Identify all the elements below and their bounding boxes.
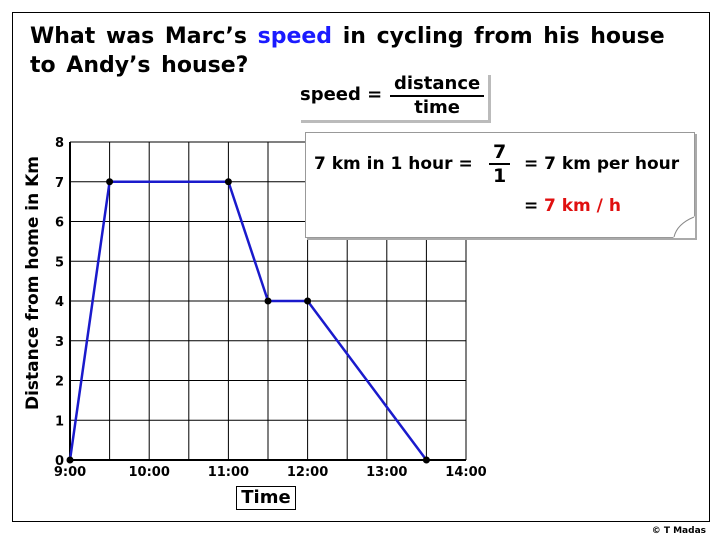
- chart-series: [66, 178, 430, 464]
- data-point: [66, 456, 74, 464]
- callout-result-1: = 7 km per hour: [524, 154, 680, 174]
- speed-calculation-callout: 7 km in 1 hour = 7 1 = 7 km per hour = 7…: [305, 132, 695, 238]
- formula-denominator: time: [414, 97, 460, 118]
- callout-denominator: 1: [493, 165, 507, 187]
- y-tick-label: 2: [55, 375, 64, 390]
- formula-numerator: distance: [390, 73, 485, 97]
- x-axis-label: Time: [236, 486, 296, 510]
- y-tick-label: 8: [55, 136, 64, 151]
- x-tick-label: 13:00: [366, 465, 407, 480]
- slide-frame: [12, 12, 710, 522]
- question-text: What was Marc’s speed in cycling from hi…: [30, 22, 690, 80]
- speed-formula: speed = distance time: [298, 72, 488, 120]
- y-tick-label: 5: [55, 255, 64, 270]
- data-point: [224, 178, 232, 186]
- callout-numerator: 7: [489, 141, 511, 165]
- data-point: [106, 178, 114, 186]
- callout-lhs: 7 km in 1 hour =: [314, 154, 473, 174]
- x-tick-label: 11:00: [208, 465, 249, 480]
- series-line: [68, 180, 428, 461]
- formula-label: speed =: [300, 84, 383, 105]
- callout-fraction: 7 1: [489, 141, 511, 187]
- y-tick-label: 4: [55, 295, 64, 310]
- formula-fraction: distance time: [390, 73, 485, 119]
- chart-tick-labels: 0 1 2 3 4 5 6 7 8 9:00 10:00 11:00 12:00 13:00 14:00: [54, 136, 487, 480]
- y-tick-label: 3: [55, 335, 64, 350]
- data-point: [264, 297, 272, 305]
- y-axis-label: Distance from home in Km: [23, 155, 43, 411]
- page-curl-icon: [673, 216, 695, 238]
- question-part-2: in cycling from his house to Andy’s hous…: [30, 24, 665, 78]
- y-tick-label: 6: [55, 216, 64, 231]
- x-tick-label: 14:00: [445, 465, 486, 480]
- question-part-1: What was Marc’s: [30, 24, 258, 49]
- x-tick-label: 12:00: [287, 465, 328, 480]
- y-tick-label: 0: [55, 454, 64, 469]
- chart-axes: [69, 142, 466, 461]
- callout-result-2: 7 km / h: [544, 196, 621, 216]
- copyright-text: © T Madas: [651, 526, 706, 536]
- y-tick-label: 1: [55, 414, 64, 429]
- callout-result-2-eq: =: [524, 196, 539, 216]
- data-point: [422, 456, 430, 464]
- x-tick-label: 9:00: [54, 465, 86, 480]
- x-tick-label: 10:00: [129, 465, 170, 480]
- data-point: [304, 297, 312, 305]
- y-tick-label: 7: [55, 176, 64, 191]
- question-highlight-speed: speed: [257, 24, 333, 49]
